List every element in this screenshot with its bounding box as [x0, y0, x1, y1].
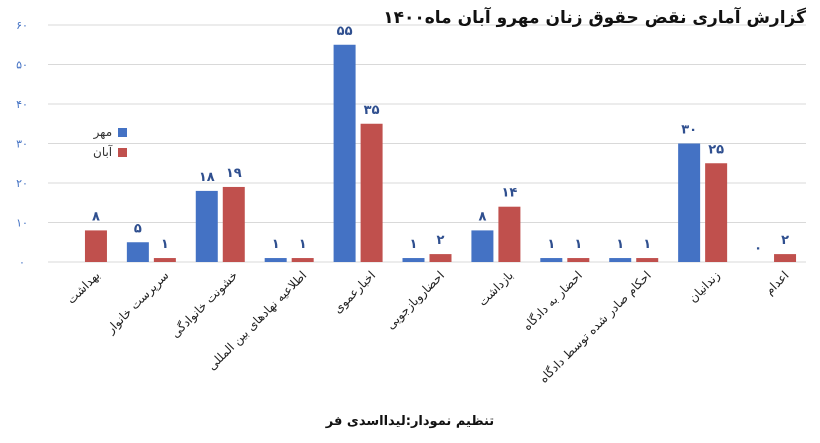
bar	[540, 258, 563, 262]
data-label: ۳۰	[681, 123, 697, 138]
y-tick-label: ۱۰	[16, 217, 28, 230]
bar	[429, 254, 452, 262]
legend-label-mehr: مهر	[93, 125, 113, 139]
x-tick-label: احضار به دادگاه	[520, 268, 586, 334]
y-tick-label: ۵۰	[16, 59, 28, 72]
data-label: ۱	[161, 237, 169, 252]
x-tick-label: بازداشت	[476, 268, 517, 309]
data-label: ۱	[643, 237, 651, 252]
bar	[609, 258, 632, 262]
chart-credit: تنظیم نمودار:لیدااسدی فر	[325, 414, 495, 429]
legend-swatch-aban	[118, 147, 128, 157]
data-label: ۱۸	[199, 170, 215, 185]
data-label: ۵	[134, 221, 142, 236]
y-tick-label: ۲۰	[16, 177, 28, 190]
x-tick-label: خشونت خانوادگی	[168, 268, 241, 341]
x-tick-label: سرپرست خانوار	[103, 268, 172, 337]
data-label: ۲۵	[708, 142, 724, 157]
bar	[84, 230, 107, 262]
bar	[567, 258, 590, 262]
y-tick-label: ۳۰	[16, 138, 28, 151]
legend: مهر آبان	[93, 122, 128, 162]
data-label: ۱۹	[226, 166, 242, 181]
bar	[195, 190, 218, 262]
data-label: ۸	[92, 209, 100, 224]
bars: ۸ ۵ ۱ ۱۸ ۱۹ ۱ ۱ ۵۵ ۳۵ ۱ ۲ ۸ ۱۴ ۱ ۱ ۱ ۱ ۳۰ ۲۵ ۰ ۲	[84, 24, 797, 262]
bar	[360, 123, 383, 262]
data-label: ۲	[437, 233, 445, 248]
legend-label-aban: آبان	[93, 145, 113, 159]
legend-swatch-mehr	[118, 127, 128, 137]
bar	[705, 163, 728, 262]
legend-item-aban: آبان	[93, 142, 128, 162]
data-label: ۱	[410, 237, 418, 252]
x-tick-label: اعدام	[762, 268, 791, 297]
y-axis: ۰ ۱۰ ۲۰ ۳۰ ۴۰ ۵۰ ۶۰	[16, 19, 28, 269]
x-tick-label: احکام صادر شده توسط دادگاه	[536, 268, 654, 386]
data-label: ۵۵	[337, 24, 353, 39]
y-tick-label: ۴۰	[16, 98, 28, 111]
data-label: ۰	[754, 241, 762, 256]
bar	[126, 242, 149, 262]
data-label: ۳۵	[364, 103, 380, 118]
bar	[264, 258, 287, 262]
x-tick-label: بهداشت	[64, 268, 102, 306]
data-label: ۱	[574, 237, 582, 252]
data-label: ۲	[781, 233, 789, 248]
bar	[153, 258, 176, 262]
bar	[498, 206, 521, 262]
x-tick-label: احضاروبازجویی	[383, 268, 447, 332]
legend-item-mehr: مهر	[93, 122, 128, 142]
bar	[678, 143, 701, 262]
data-label: ۱۴	[501, 186, 517, 201]
data-label: ۱	[299, 237, 307, 252]
chart-title: گزارش آماری نقض حقوق زنان مهرو آبان ماه۱…	[383, 8, 806, 28]
y-tick-label: ۰	[19, 256, 25, 269]
bar	[636, 258, 659, 262]
bar	[402, 258, 425, 262]
bar	[291, 258, 314, 262]
data-label: ۱	[272, 237, 280, 252]
grid-lines	[48, 24, 806, 263]
y-tick-label: ۶۰	[16, 19, 28, 32]
bar	[774, 254, 797, 262]
x-tick-label: اخبارعموی	[330, 268, 378, 316]
bar	[333, 44, 356, 262]
bar	[222, 186, 245, 262]
data-label: ۱	[547, 237, 555, 252]
x-tick-label: زندانیان	[686, 268, 724, 306]
data-label: ۱	[616, 237, 624, 252]
data-label: ۸	[478, 209, 486, 224]
bar	[471, 230, 494, 262]
